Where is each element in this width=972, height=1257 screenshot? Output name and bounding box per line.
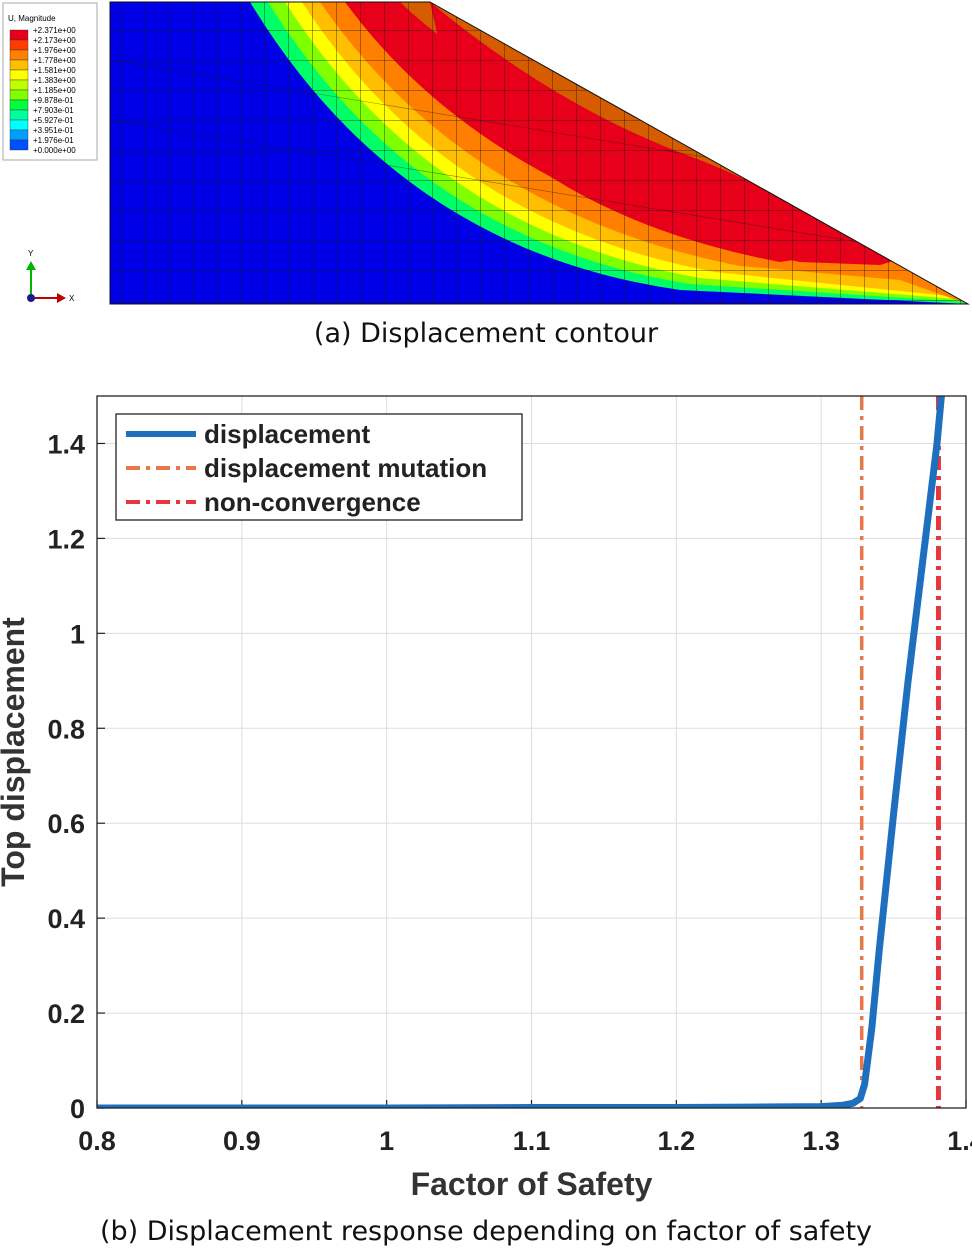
x-tick-label: 1.3 — [802, 1126, 840, 1156]
legend-level-label: +1.185e+00 — [33, 86, 76, 95]
axis-triad: Y X — [26, 249, 75, 303]
legend-swatch — [9, 139, 29, 151]
legend-level-label: +1.976e-01 — [33, 136, 74, 145]
x-tick-label: 0.8 — [78, 1126, 116, 1156]
legend-swatch — [9, 29, 29, 41]
legend-swatch — [9, 119, 29, 131]
legend-level-label: +2.173e+00 — [33, 36, 76, 45]
legend-swatch — [9, 39, 29, 51]
legend-level-label: +5.927e-01 — [33, 116, 74, 125]
legend-level-label: +9.878e-01 — [33, 96, 74, 105]
plot-frame — [96, 395, 967, 1109]
y-tick-label: 0 — [70, 1094, 85, 1124]
caption-b: (b) Displacement response depending on f… — [99, 1216, 873, 1247]
legend-swatch — [9, 89, 29, 101]
chart-legend: displacement displacement mutation non-con… — [115, 413, 523, 521]
y-tick-label: 0.8 — [47, 714, 85, 744]
legend-swatch — [9, 129, 29, 141]
legend-swatch — [9, 59, 29, 71]
y-tick-label: 1.2 — [47, 524, 85, 554]
x-axis-label: Factor of Safety — [411, 1166, 653, 1202]
x-tick-label: 1.2 — [658, 1126, 696, 1156]
y-tick-label: 0.6 — [47, 809, 85, 839]
legend-level-label: +1.778e+00 — [33, 56, 76, 65]
caption-a: (a) Displacement contour — [313, 318, 659, 349]
y-tick-label: 0.2 — [47, 999, 85, 1029]
legend-level-label: +1.976e+00 — [33, 46, 76, 55]
legend-swatches: +2.371e+00+2.173e+00+1.976e+00+1.778e+00… — [9, 26, 76, 155]
y-tick-label: 0.4 — [47, 904, 85, 934]
legend-level-label: +1.383e+00 — [33, 76, 76, 85]
axis-x-label: X — [69, 294, 75, 303]
displacement-contour-panel: U, Magnitude +2.371e+00 +2.173e+00 +1.976e… — [0, 0, 972, 310]
x-tick-label: 0.9 — [223, 1126, 261, 1156]
y-tick-label: 1.4 — [47, 429, 85, 459]
x-tick-label: 1.1 — [513, 1126, 551, 1156]
legend-level-label: +7.903e-01 — [33, 106, 74, 115]
y-tick-label: 1 — [70, 619, 85, 649]
legend-swatch — [9, 49, 29, 61]
legend-swatch — [9, 79, 29, 91]
legend-swatch — [9, 69, 29, 81]
contour-field — [110, 2, 968, 304]
legend-entry-label: non-convergence — [204, 487, 421, 517]
legend-level-label: +0.000e+00 — [33, 146, 76, 155]
legend-swatch — [9, 99, 29, 111]
legend-level-label: +3.951e-01 — [33, 126, 74, 135]
x-tick-label: 1 — [379, 1126, 394, 1156]
legend-swatch — [9, 109, 29, 121]
y-axis-label: Top displacement — [0, 617, 31, 887]
x-tick-label: 1.4 — [947, 1126, 972, 1156]
fos-chart-panel: 0.8 0.9 1 1.1 1.2 1.3 1.4 0 0.2 0.4 0.6 0.8 1 1.2 1.4 F… — [0, 380, 972, 1210]
legend-entry-label: displacement mutation — [204, 453, 487, 483]
legend-title: U, Magnitude — [8, 14, 56, 23]
legend-level-label: +2.371e+00 — [33, 26, 76, 35]
fos-chart: 0.8 0.9 1 1.1 1.2 1.3 1.4 0 0.2 0.4 0.6 0.8 1 1.2 1.4 F… — [0, 395, 972, 1202]
legend-entry-label: displacement — [204, 419, 371, 449]
legend-level-label: +1.581e+00 — [33, 66, 76, 75]
contour-figure: U, Magnitude +2.371e+00+2.173e+00+1.976e… — [2, 1, 970, 305]
axis-y-label: Y — [28, 249, 34, 258]
